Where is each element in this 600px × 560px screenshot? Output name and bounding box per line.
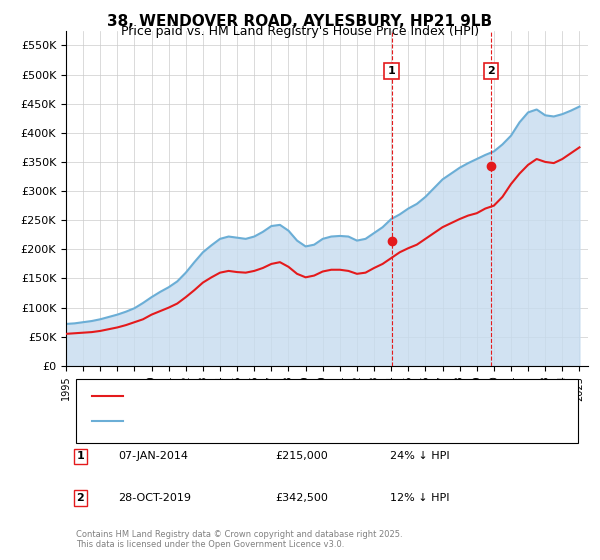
Text: 2: 2 bbox=[487, 66, 495, 76]
Text: HPI: Average price, semi-detached house, Buckinghamshire: HPI: Average price, semi-detached house,… bbox=[134, 416, 427, 426]
Text: Price paid vs. HM Land Registry's House Price Index (HPI): Price paid vs. HM Land Registry's House … bbox=[121, 25, 479, 38]
Text: 2: 2 bbox=[76, 493, 84, 503]
Text: 24% ↓ HPI: 24% ↓ HPI bbox=[389, 451, 449, 461]
Text: 38, WENDOVER ROAD, AYLESBURY, HP21 9LB: 38, WENDOVER ROAD, AYLESBURY, HP21 9LB bbox=[107, 14, 493, 29]
FancyBboxPatch shape bbox=[76, 379, 578, 443]
Text: 28-OCT-2019: 28-OCT-2019 bbox=[118, 493, 191, 503]
Text: £342,500: £342,500 bbox=[275, 493, 328, 503]
Text: 12% ↓ HPI: 12% ↓ HPI bbox=[389, 493, 449, 503]
Text: 38, WENDOVER ROAD, AYLESBURY, HP21 9LB (semi-detached house): 38, WENDOVER ROAD, AYLESBURY, HP21 9LB (… bbox=[134, 391, 473, 401]
Text: Contains HM Land Registry data © Crown copyright and database right 2025.
This d: Contains HM Land Registry data © Crown c… bbox=[76, 530, 403, 549]
Text: 07-JAN-2014: 07-JAN-2014 bbox=[118, 451, 188, 461]
Text: 1: 1 bbox=[76, 451, 84, 461]
Text: £215,000: £215,000 bbox=[275, 451, 328, 461]
Text: 1: 1 bbox=[388, 66, 395, 76]
